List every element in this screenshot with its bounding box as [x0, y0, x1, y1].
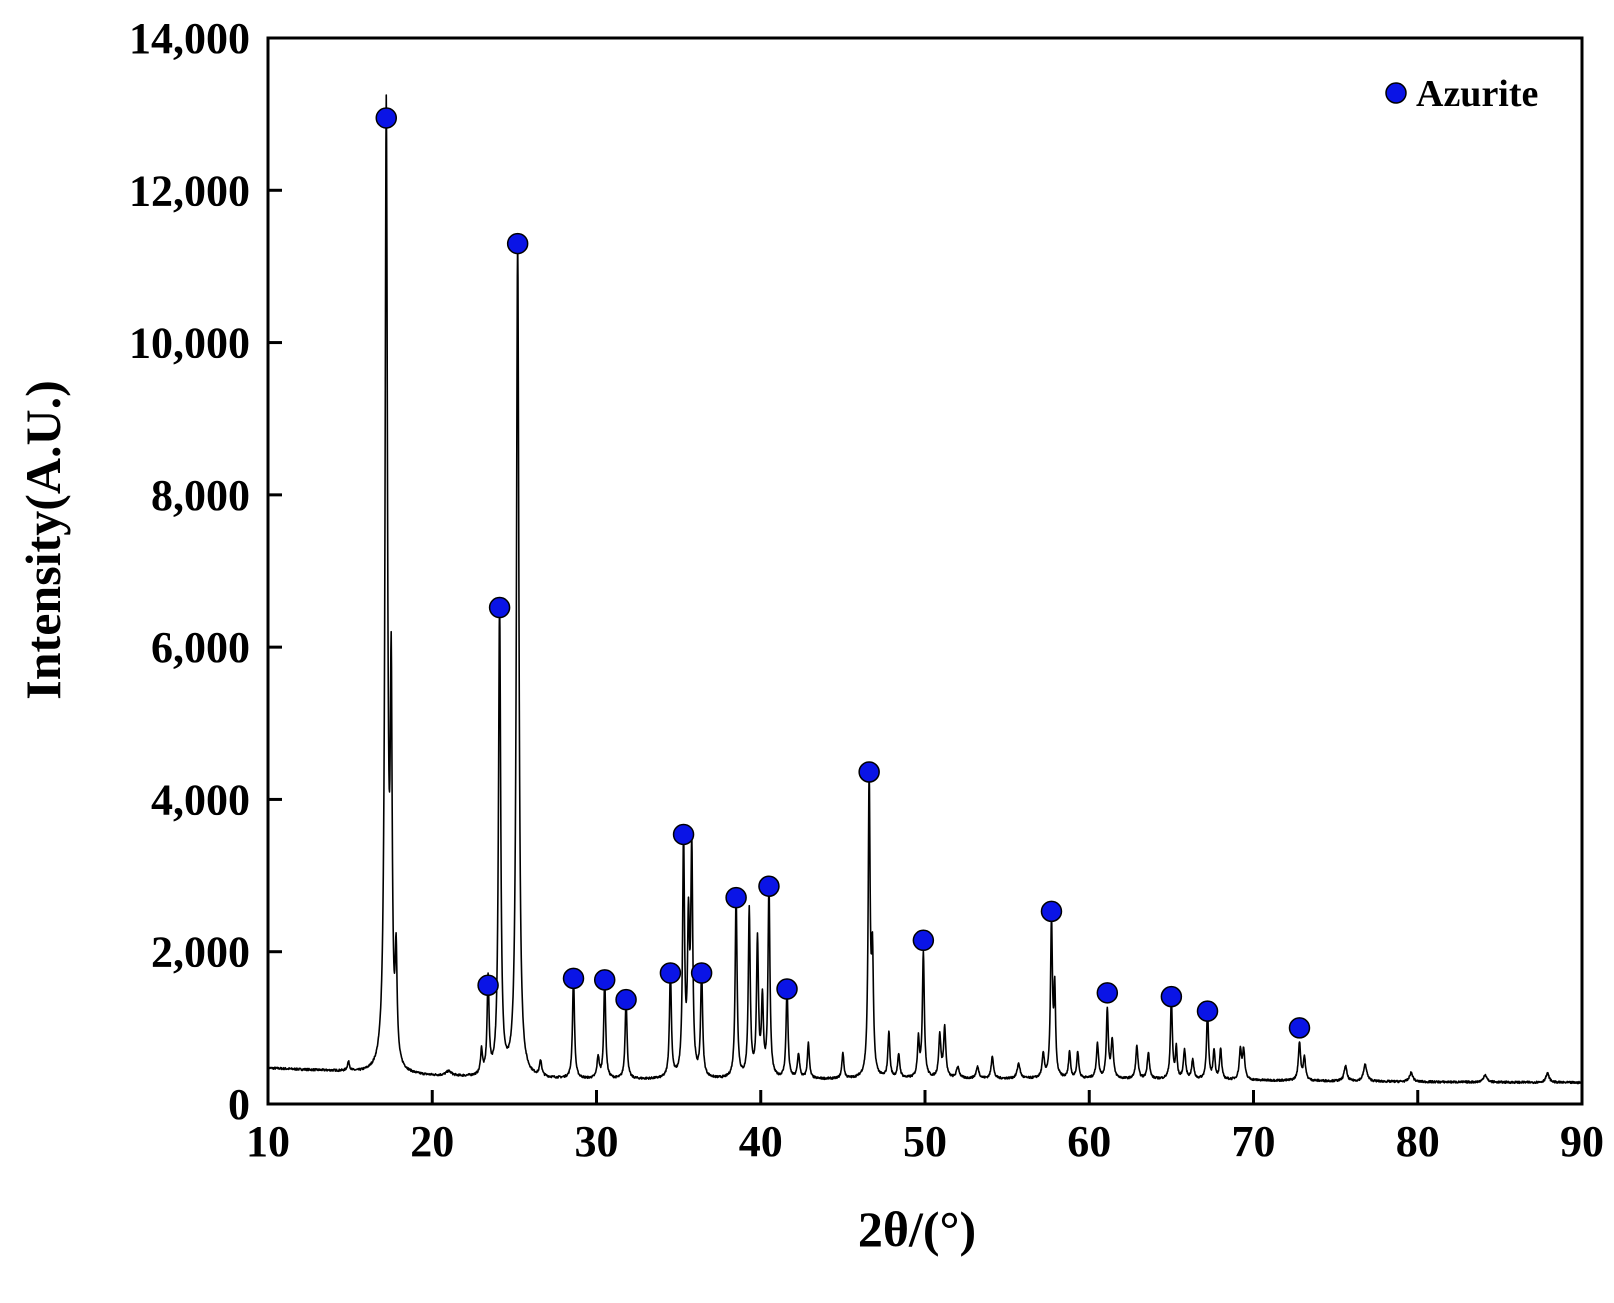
azurite-peak-marker — [562, 967, 585, 990]
x-tick-label: 20 — [410, 1117, 454, 1166]
azurite-peak-marker — [672, 823, 695, 846]
azurite-peak-marker — [758, 875, 780, 897]
azurite-peak-marker — [725, 886, 747, 909]
azurite-peak-marker — [375, 107, 398, 129]
y-tick-label: 12,000 — [129, 166, 250, 215]
x-tick-label: 30 — [575, 1117, 619, 1166]
plot-area: 02,0004,0006,0008,00010,00012,00014,000 … — [129, 14, 1604, 1166]
legend: Azurite — [1385, 73, 1538, 115]
y-tick-label: 4,000 — [151, 775, 250, 824]
azurite-peak-marker — [858, 761, 880, 783]
azurite-peak-marker — [659, 962, 682, 984]
x-tick-label: 80 — [1396, 1117, 1440, 1166]
y-axis-title: Intensity(A.U.) — [15, 380, 71, 699]
x-axis: 10 20 30 40 50 60 70 80 90 — [246, 1090, 1604, 1166]
azurite-peak-marker — [506, 232, 529, 255]
azurite-peak-marker — [1040, 900, 1063, 923]
y-axis: 0 2,000 4,000 6,000 8,000 10,000 12,000 14,000 — [129, 14, 282, 1129]
peak-markers — [375, 107, 1311, 1039]
y-tick-label: 2,000 — [151, 928, 250, 977]
azurite-peak-marker — [776, 978, 798, 1000]
legend-marker — [1385, 82, 1407, 104]
azurite-peak-marker — [1096, 982, 1119, 1004]
azurite-peak-marker — [593, 969, 616, 991]
azurite-peak-marker — [1288, 1017, 1311, 1039]
legend-label: Azurite — [1416, 73, 1538, 115]
azurite-peak-marker — [615, 988, 637, 1011]
x-axis-title: 2θ/(°) — [858, 1201, 976, 1257]
x-tick-label: 70 — [1232, 1117, 1276, 1166]
y-tick-label: 14,000 — [129, 14, 250, 63]
y-tick-label: 6,000 — [151, 623, 250, 672]
azurite-peak-marker — [1196, 1000, 1219, 1022]
y-tick-label: 8,000 — [151, 471, 250, 520]
x-tick-label: 50 — [903, 1117, 947, 1166]
x-tick-label: 60 — [1067, 1117, 1111, 1166]
azurite-peak-marker — [1160, 985, 1183, 1008]
azurite-peak-marker — [477, 974, 499, 996]
azurite-peak-marker — [690, 962, 713, 984]
series-line — [267, 94, 1583, 1085]
azurite-peak-marker — [912, 929, 935, 952]
x-tick-label: 10 — [246, 1117, 290, 1166]
x-tick-label: 90 — [1560, 1117, 1604, 1166]
y-tick-label: 0 — [228, 1080, 250, 1129]
x-tick-label: 40 — [739, 1117, 783, 1166]
y-tick-label: 10,000 — [129, 319, 250, 368]
azurite-peak-marker — [488, 596, 511, 619]
